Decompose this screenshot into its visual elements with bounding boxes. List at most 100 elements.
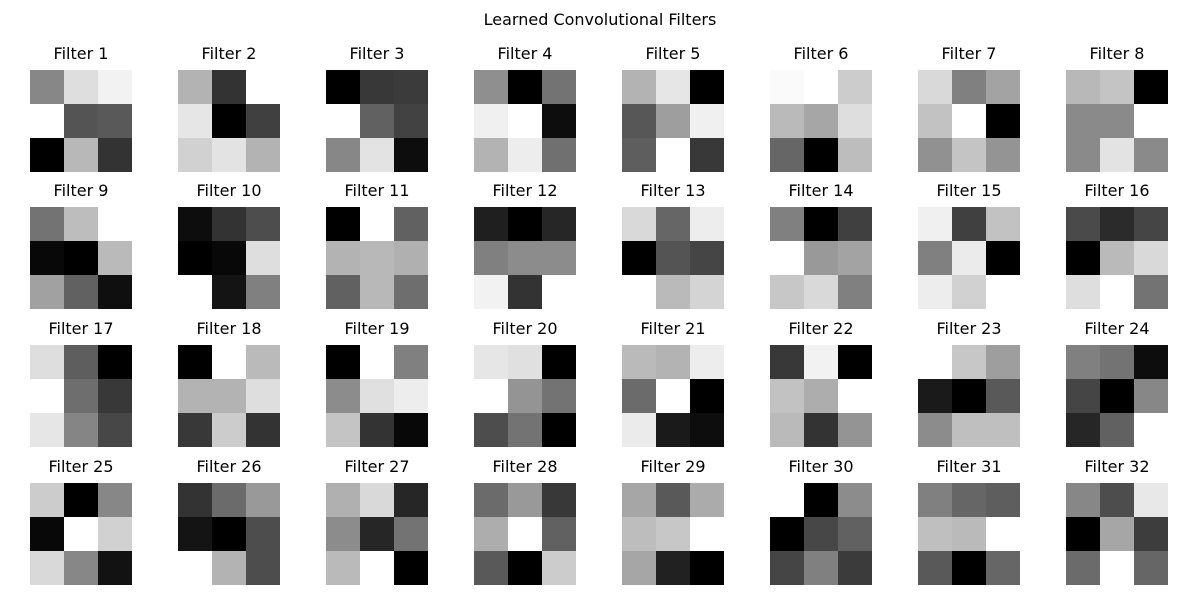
filter-cell xyxy=(770,104,804,138)
filter-cell xyxy=(804,241,838,275)
filter-cell xyxy=(542,379,576,413)
filter-cell xyxy=(326,517,360,551)
filter-cell xyxy=(212,275,246,309)
filter-cell xyxy=(838,70,872,104)
filter-cell xyxy=(804,104,838,138)
filter-heatmap xyxy=(326,345,428,447)
filter-cell xyxy=(360,70,394,104)
filter-cell xyxy=(1100,241,1134,275)
filter-cell xyxy=(394,345,428,379)
filter-cell xyxy=(656,138,690,172)
filter-cell xyxy=(474,345,508,379)
filter-cell xyxy=(212,551,246,585)
filter-cell xyxy=(474,551,508,585)
filter-cell xyxy=(656,379,690,413)
filter-title: Filter 13 xyxy=(640,181,706,200)
filter-cell xyxy=(952,104,986,138)
filter-heatmap xyxy=(474,70,576,172)
filter-cell xyxy=(952,551,986,585)
filter-cell xyxy=(98,138,132,172)
filter-title: Filter 21 xyxy=(640,319,706,338)
filter-cell xyxy=(246,551,280,585)
filter-cell xyxy=(30,517,64,551)
filter-cell xyxy=(986,413,1020,447)
filter-cell xyxy=(360,138,394,172)
filter-cell xyxy=(326,345,360,379)
filter-cell xyxy=(1100,379,1134,413)
filter-cell xyxy=(246,207,280,241)
filter-cell xyxy=(178,241,212,275)
filter-title: Filter 16 xyxy=(1084,181,1150,200)
filter-title: Filter 20 xyxy=(492,319,558,338)
filter-title: Filter 6 xyxy=(793,44,849,63)
filter-heatmap xyxy=(326,207,428,309)
filter-cell xyxy=(98,207,132,241)
filter-cell xyxy=(542,483,576,517)
filter-cell xyxy=(394,241,428,275)
filter-panel: Filter 24 xyxy=(1066,319,1168,447)
filter-cell xyxy=(986,345,1020,379)
filter-cell xyxy=(986,207,1020,241)
filter-cell xyxy=(326,413,360,447)
filter-cell xyxy=(918,517,952,551)
filter-panel: Filter 19 xyxy=(326,319,428,447)
filter-cell xyxy=(838,207,872,241)
filter-heatmap xyxy=(770,483,872,585)
filter-cell xyxy=(1066,345,1100,379)
filter-cell xyxy=(770,551,804,585)
filter-panel: Filter 10 xyxy=(178,181,280,309)
filter-cell xyxy=(1100,275,1134,309)
filter-cell xyxy=(1134,517,1168,551)
filter-cell xyxy=(178,517,212,551)
filter-cell xyxy=(622,379,656,413)
filter-cell xyxy=(360,275,394,309)
filter-cell xyxy=(474,104,508,138)
filter-cell xyxy=(394,138,428,172)
filter-cell xyxy=(360,207,394,241)
filter-title: Filter 25 xyxy=(48,457,114,476)
filter-cell xyxy=(690,207,724,241)
filter-cell xyxy=(394,483,428,517)
filter-cell xyxy=(178,138,212,172)
filter-heatmap xyxy=(178,207,280,309)
filter-panel: Filter 26 xyxy=(178,457,280,585)
filter-cell xyxy=(98,70,132,104)
filter-cell xyxy=(360,517,394,551)
filter-cell xyxy=(98,275,132,309)
filter-cell xyxy=(508,241,542,275)
filter-title: Filter 30 xyxy=(788,457,854,476)
filter-cell xyxy=(508,70,542,104)
filter-heatmap xyxy=(30,345,132,447)
filter-cell xyxy=(838,345,872,379)
filter-cell xyxy=(326,483,360,517)
filter-cell xyxy=(178,104,212,138)
filter-heatmap xyxy=(178,70,280,172)
filter-cell xyxy=(918,551,952,585)
filter-cell xyxy=(30,413,64,447)
filter-cell xyxy=(1066,275,1100,309)
filter-cell xyxy=(326,138,360,172)
filter-cell xyxy=(394,104,428,138)
filter-cell xyxy=(622,138,656,172)
filter-cell xyxy=(1100,413,1134,447)
filter-cell xyxy=(1066,551,1100,585)
filter-heatmap xyxy=(770,207,872,309)
filter-heatmap xyxy=(326,483,428,585)
filter-cell xyxy=(918,345,952,379)
filter-cell xyxy=(804,517,838,551)
filter-cell xyxy=(656,517,690,551)
filter-cell xyxy=(952,517,986,551)
filter-cell xyxy=(622,207,656,241)
filter-heatmap xyxy=(622,70,724,172)
filter-cell xyxy=(690,241,724,275)
filter-cell xyxy=(508,379,542,413)
filter-title: Filter 10 xyxy=(196,181,262,200)
filter-cell xyxy=(986,517,1020,551)
filter-cell xyxy=(64,70,98,104)
filter-heatmap xyxy=(918,70,1020,172)
filter-cell xyxy=(804,483,838,517)
filter-heatmap xyxy=(918,483,1020,585)
filter-cell xyxy=(1134,345,1168,379)
filter-cell xyxy=(622,345,656,379)
filter-panel: Filter 1 xyxy=(30,44,132,172)
